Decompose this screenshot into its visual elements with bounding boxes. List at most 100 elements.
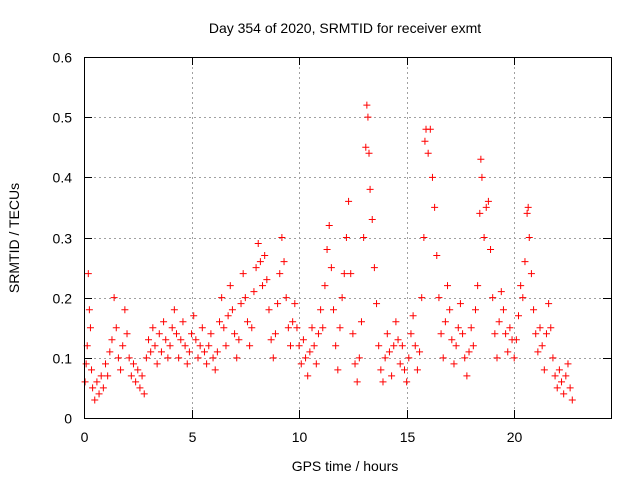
data-point <box>547 324 555 332</box>
data-point <box>170 306 178 314</box>
data-point <box>325 221 333 229</box>
data-point <box>495 318 503 326</box>
data-point <box>192 336 200 344</box>
data-point <box>172 330 180 338</box>
data-point <box>562 372 570 380</box>
data-point <box>523 209 531 217</box>
data-point <box>93 378 101 386</box>
data-point <box>342 234 350 241</box>
data-point <box>293 324 301 332</box>
data-point <box>218 294 226 302</box>
data-point <box>304 372 312 380</box>
data-point <box>211 366 219 374</box>
data-point <box>286 342 294 350</box>
data-point <box>480 234 488 241</box>
data-point <box>334 366 342 374</box>
data-point <box>446 306 454 314</box>
data-point <box>407 330 415 338</box>
data-point <box>398 342 406 350</box>
data-point <box>424 149 432 157</box>
data-point <box>142 354 150 362</box>
data-point <box>477 155 485 163</box>
x-tick-label: 15 <box>400 429 416 445</box>
y-tick-label: 0.5 <box>53 110 73 126</box>
data-point <box>493 354 501 362</box>
y-axis-label: SRMTID / TECUs <box>6 183 22 293</box>
data-point <box>497 288 505 296</box>
data-point <box>259 282 267 290</box>
data-point <box>373 300 381 308</box>
data-point <box>478 173 486 181</box>
data-point <box>540 366 548 374</box>
data-point <box>183 360 191 368</box>
data-point <box>145 336 153 344</box>
y-tick-label: 0.4 <box>53 170 73 186</box>
data-point <box>200 348 208 356</box>
data-point <box>129 360 137 368</box>
data-point <box>175 354 183 362</box>
data-point <box>82 360 90 368</box>
data-point <box>321 282 329 290</box>
data-point <box>168 324 176 332</box>
data-point <box>81 378 89 386</box>
data-point <box>469 342 477 350</box>
data-point <box>459 330 467 338</box>
data-point <box>166 342 174 350</box>
data-point <box>467 324 475 332</box>
data-point <box>437 330 445 338</box>
data-point <box>190 312 198 320</box>
data-point <box>465 348 473 356</box>
data-point <box>248 324 256 332</box>
data-point <box>463 372 471 380</box>
data-point <box>222 342 230 350</box>
data-point <box>188 330 196 338</box>
data-point <box>515 312 523 320</box>
data-point <box>254 240 262 248</box>
data-point <box>411 342 419 350</box>
data-point <box>147 348 155 356</box>
data-point <box>448 336 456 344</box>
data-point <box>263 276 271 284</box>
data-point <box>549 354 557 362</box>
data-point <box>216 318 224 326</box>
data-point <box>392 318 400 326</box>
data-point <box>347 270 355 278</box>
data-point <box>85 306 93 314</box>
data-point <box>91 396 99 404</box>
data-point <box>506 324 514 332</box>
data-point <box>534 348 542 356</box>
data-point <box>421 137 429 145</box>
data-point <box>524 203 532 211</box>
data-point <box>357 318 365 326</box>
data-point <box>439 354 447 362</box>
data-point <box>123 330 131 338</box>
data-point <box>323 246 331 254</box>
data-point <box>433 252 441 260</box>
data-point <box>441 318 449 326</box>
data-point <box>237 300 245 308</box>
data-point <box>336 324 344 332</box>
data-point <box>102 360 110 368</box>
axis-ticks: 0 0.1 0.2 0.3 0.4 0.5 0.6 0 5 10 15 20 <box>53 50 611 445</box>
data-point <box>340 270 348 278</box>
y-tick-label: 0.6 <box>53 50 73 66</box>
data-point <box>185 348 193 356</box>
data-point <box>160 318 168 326</box>
data-point <box>512 336 520 344</box>
data-point <box>403 378 411 386</box>
x-tick-label: 20 <box>507 429 523 445</box>
data-point <box>299 336 307 344</box>
data-point <box>203 360 211 368</box>
data-point <box>310 342 318 350</box>
data-point <box>368 215 376 223</box>
data-point <box>276 270 284 278</box>
data-point <box>471 306 479 314</box>
data-point <box>198 324 206 332</box>
data-point <box>401 366 409 374</box>
data-point <box>461 354 469 362</box>
data-point <box>252 264 260 272</box>
data-point <box>151 342 159 350</box>
data-point <box>153 360 161 368</box>
data-point <box>280 258 288 266</box>
